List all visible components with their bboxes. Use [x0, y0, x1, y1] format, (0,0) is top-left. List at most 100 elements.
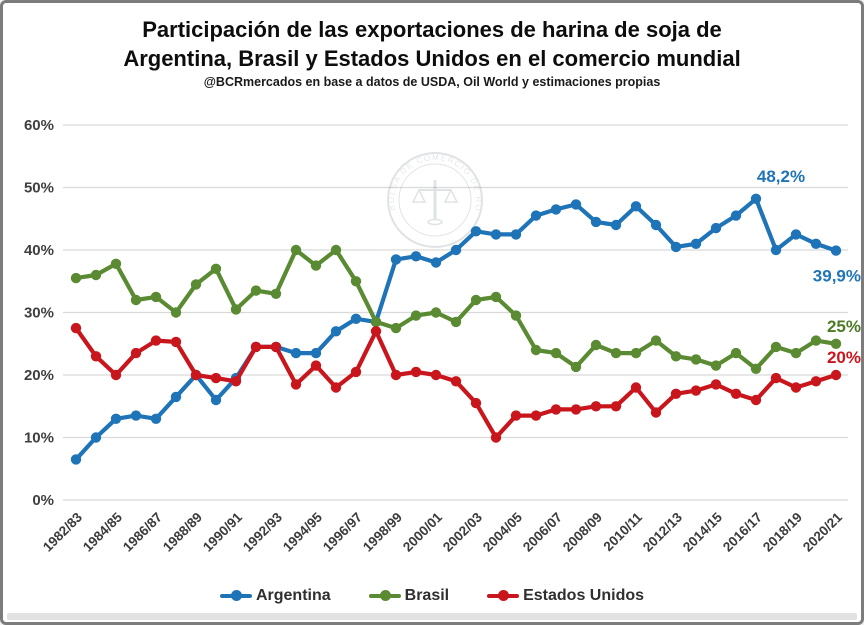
data-point — [150, 291, 162, 303]
data-point — [490, 291, 502, 303]
svg-text:1992/93: 1992/93 — [240, 509, 285, 554]
data-point — [670, 388, 682, 399]
svg-text:2004/05: 2004/05 — [480, 509, 525, 554]
data-point — [530, 410, 542, 421]
data-point — [90, 269, 102, 281]
svg-text:1998/99: 1998/99 — [360, 510, 405, 555]
svg-text:40%: 40% — [24, 242, 54, 259]
data-point — [290, 244, 302, 256]
svg-text:2006/07: 2006/07 — [520, 510, 565, 555]
value-labels: 48,2% 39,9% 25% 20% — [757, 167, 861, 367]
data-point — [490, 229, 502, 240]
svg-text:20%: 20% — [827, 348, 861, 367]
line-dot-marker-icon — [219, 590, 252, 602]
data-point — [110, 258, 122, 269]
data-point — [690, 354, 702, 365]
svg-text:2016/17: 2016/17 — [720, 510, 765, 555]
data-point — [710, 222, 722, 234]
data-point — [130, 410, 142, 421]
line-dot-marker-icon — [368, 590, 401, 602]
data-point — [70, 454, 82, 465]
legend-item-estados-unidos: Estados Unidos — [487, 587, 644, 605]
data-point — [310, 260, 322, 271]
data-point — [690, 238, 702, 249]
data-point — [230, 376, 242, 387]
data-point — [510, 229, 522, 240]
data-point — [510, 310, 522, 321]
data-point — [470, 226, 482, 237]
data-point — [150, 335, 162, 346]
data-point — [590, 216, 602, 228]
data-point — [270, 288, 282, 299]
svg-text:30%: 30% — [24, 305, 54, 322]
svg-text:2020/21: 2020/21 — [800, 509, 845, 554]
data-point — [450, 316, 462, 328]
data-point — [250, 341, 262, 353]
data-point — [610, 347, 622, 359]
legend-item-brasil: Brasil — [368, 587, 449, 605]
data-point — [390, 369, 402, 381]
chart-subtitle: @BCRmercados en base a datos de USDA, Oi… — [203, 75, 661, 90]
svg-text:48,2%: 48,2% — [757, 167, 805, 186]
data-point — [330, 326, 342, 337]
data-point — [730, 347, 742, 359]
data-point — [350, 313, 362, 324]
svg-text:2018/19: 2018/19 — [760, 510, 805, 555]
data-point — [810, 376, 822, 387]
data-point — [610, 219, 622, 231]
data-point — [90, 351, 102, 362]
data-point — [370, 316, 382, 328]
data-point — [570, 404, 582, 415]
data-point — [790, 229, 802, 240]
data-point — [590, 339, 602, 351]
svg-text:1984/85: 1984/85 — [80, 509, 125, 554]
y-axis-labels: 0% 10% 20% 30% 40% 50% 60% — [24, 117, 54, 509]
data-point — [470, 397, 482, 409]
data-point — [290, 347, 302, 359]
chart-title: Participación de las exportaciones de ha… — [123, 17, 741, 72]
legend-item-argentina: Argentina — [219, 587, 331, 605]
svg-text:2002/03: 2002/03 — [440, 509, 485, 554]
data-point — [150, 413, 162, 424]
svg-text:1986/87: 1986/87 — [120, 510, 165, 555]
svg-text:2014/15: 2014/15 — [680, 509, 725, 554]
data-point — [790, 347, 802, 359]
data-point — [830, 338, 842, 349]
svg-text:1994/95: 1994/95 — [280, 509, 325, 554]
svg-text:2012/13: 2012/13 — [640, 509, 685, 554]
data-point — [430, 307, 442, 318]
data-point — [810, 335, 822, 346]
svg-text:1988/89: 1988/89 — [160, 510, 205, 555]
data-point — [710, 360, 722, 371]
data-point — [130, 347, 142, 359]
data-point — [730, 388, 742, 399]
data-point — [110, 413, 122, 424]
bottom-edge-strip — [7, 613, 857, 620]
line-chart: 0% 10% 20% 30% 40% 50% 60% 1982/831984/851986/8… — [24, 117, 861, 555]
data-point — [790, 382, 802, 393]
data-point — [570, 199, 582, 210]
data-point — [630, 347, 642, 359]
series-argentina — [70, 193, 842, 465]
data-point — [310, 360, 322, 371]
data-point — [530, 344, 542, 356]
data-point — [170, 307, 182, 318]
data-point — [350, 366, 362, 378]
data-point — [450, 376, 462, 387]
data-point — [410, 366, 422, 378]
data-point — [350, 276, 362, 287]
svg-text:60%: 60% — [24, 117, 54, 134]
svg-text:20%: 20% — [24, 367, 54, 384]
data-point — [170, 391, 182, 403]
data-point — [810, 238, 822, 249]
data-point — [750, 394, 762, 406]
chart-legend: Argentina Brasil Estados Unidos — [3, 587, 861, 605]
legend-label: Argentina — [255, 587, 331, 604]
data-point — [110, 369, 122, 381]
data-point — [690, 385, 702, 396]
data-point — [390, 322, 402, 334]
data-point — [550, 347, 562, 359]
data-point — [670, 351, 682, 362]
data-point — [90, 432, 102, 443]
